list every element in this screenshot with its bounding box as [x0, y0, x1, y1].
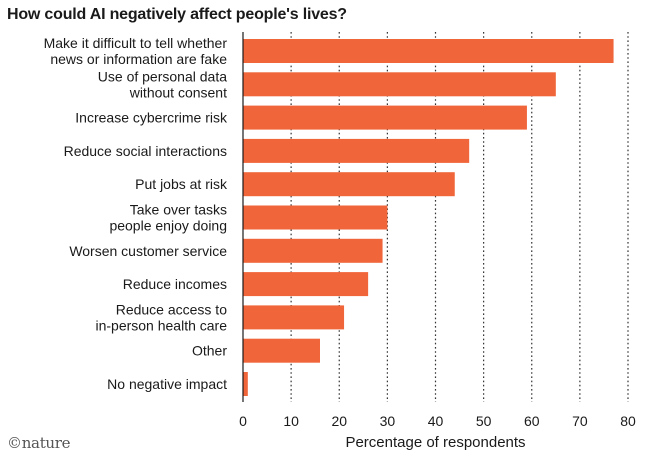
bar-9 [243, 338, 320, 363]
bar-4 [243, 172, 455, 197]
x-tick-label-40: 40 [428, 413, 444, 429]
x-tick-label-70: 70 [572, 413, 588, 429]
bar-7 [243, 272, 369, 297]
x-tick-label-30: 30 [380, 413, 396, 429]
chart-title: How could AI negatively affect people's … [7, 6, 347, 23]
bar-5 [243, 205, 388, 230]
x-tick-label-0: 0 [239, 413, 247, 429]
bar-3 [243, 138, 470, 163]
category-label-8: Reduce access to in-person health care [95, 301, 227, 333]
x-axis-title: Percentage of respondents [345, 434, 526, 451]
bar-10 [243, 372, 248, 396]
bar-8 [243, 305, 345, 330]
x-tick-label-50: 50 [476, 413, 492, 429]
x-tick-label-80: 80 [620, 413, 636, 429]
category-label-1: Use of personal data without consent [98, 68, 227, 100]
x-tick-label-20: 20 [331, 413, 347, 429]
bar-6 [243, 238, 383, 263]
bar-0 [243, 39, 614, 63]
category-label-2: Increase cybercrime risk [75, 110, 228, 126]
nature-credit: ©nature [7, 434, 71, 452]
x-tick-label-10: 10 [283, 413, 299, 429]
bar-2 [243, 105, 527, 130]
category-label-6: Worsen customer service [69, 243, 227, 259]
category-label-10: No negative impact [107, 376, 227, 392]
category-label-7: Reduce incomes [123, 276, 227, 292]
category-label-5: Take over tasks people enjoy doing [109, 202, 227, 234]
category-label-4: Put jobs at risk [135, 176, 228, 192]
bar-1 [243, 72, 556, 97]
category-label-3: Reduce social interactions [64, 143, 227, 159]
category-label-0: Make it difficult to tell whether news or… [44, 35, 228, 67]
category-label-9: Other [192, 343, 227, 359]
x-tick-label-60: 60 [524, 413, 540, 429]
